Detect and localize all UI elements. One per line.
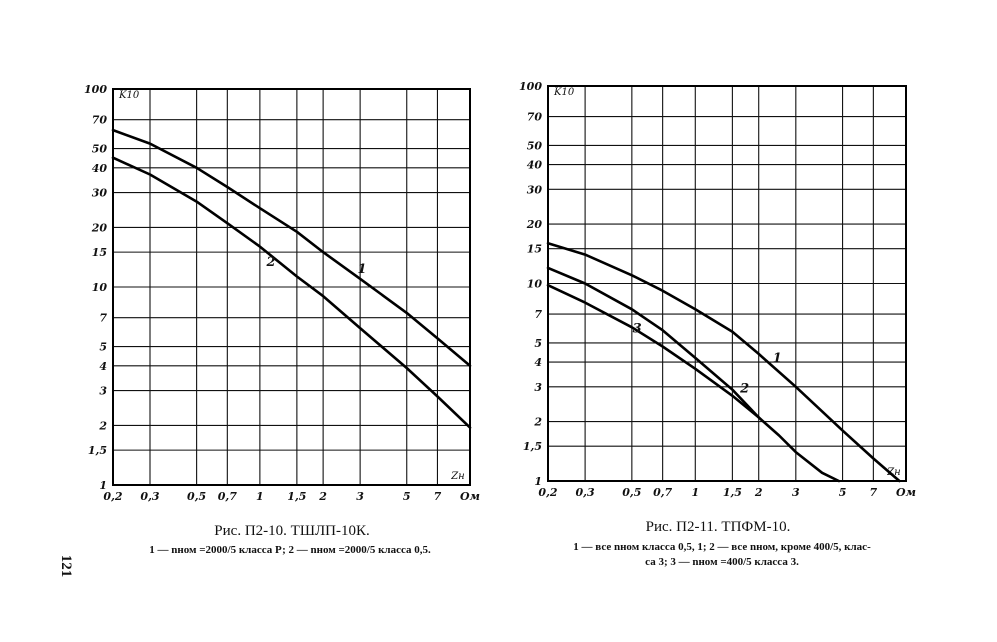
x-tick-label: 3 (356, 490, 364, 503)
y-tick-label: 4 (99, 360, 107, 373)
y-tick-label: 30 (92, 187, 108, 200)
figure-1-legend: 1 — nном =2000/5 класса Р; 2 — nном =200… (149, 544, 431, 556)
y-tick-label: 7 (534, 308, 542, 321)
plot-frame (547, 85, 907, 482)
y-tick-label: 30 (527, 183, 543, 196)
x-tick-label: Ом (460, 490, 480, 503)
series-label-1: 1 (773, 351, 782, 366)
y-tick-label: 100 (84, 83, 107, 96)
y-tick-label: 70 (92, 114, 108, 127)
y-tick-label: 2 (533, 416, 542, 429)
x-tick-label: 5 (839, 486, 847, 499)
figure-2-legend-line-1: 1 — все nном класса 0,5, 1; 2 — все nном… (573, 541, 871, 553)
y-tick-label: 20 (526, 218, 543, 231)
y-axis-label: K10 (553, 87, 575, 98)
series-line-2 (546, 266, 841, 483)
y-tick-label: 3 (534, 381, 542, 394)
figure-1-title: Рис. П2-10. ТШЛП-10К. (214, 523, 369, 539)
x-tick-label: 1,5 (287, 490, 306, 503)
x-tick-label: 0,3 (140, 490, 159, 503)
y-tick-label: 1 (99, 479, 107, 492)
y-tick-label: 15 (92, 246, 107, 259)
chart-tshlp-10k: 0,2 0,3 0,5 0,7 1 1,5 2 3 5 7 Ом 1 1,5 2 3 4 5 7 10 15 20 30 4… (84, 83, 480, 503)
x-tick-label: Ом (896, 486, 916, 499)
x-tick-label: 1 (256, 490, 264, 503)
series-label-2: 2 (739, 381, 749, 396)
y-tick-label: 10 (527, 278, 543, 291)
figure-2-title: Рис. П2-11. ТПФМ-10. (646, 519, 791, 535)
y-tick-label: 1,5 (88, 444, 107, 457)
x-tick-label: 0,7 (218, 490, 237, 503)
series-line-2 (111, 156, 472, 429)
y-tick-label: 10 (92, 281, 108, 294)
x-tick-label: 0,2 (538, 486, 557, 499)
x-tick-label: 0,5 (187, 490, 206, 503)
series-label-2: 2 (266, 255, 276, 270)
y-tick-label: 70 (527, 111, 543, 124)
x-tick-label: 0,5 (622, 486, 641, 499)
y-tick-label: 4 (534, 356, 542, 369)
y-axis-label: K10 (118, 90, 140, 101)
x-tick-label: 3 (792, 486, 800, 499)
chart-tpfm-10: 0,2 0,3 0,5 0,7 1 1,5 2 3 5 7 Ом 1 1,5 2 3 4 5 7 10 15 20 30 4… (519, 80, 916, 499)
series-line-1 (546, 241, 901, 483)
x-tick-label: 0,2 (103, 490, 122, 503)
y-tick-label: 40 (92, 162, 108, 175)
y-tick-label: 5 (534, 337, 542, 350)
x-tick-label: 0,7 (653, 486, 672, 499)
series-line-1 (111, 128, 472, 368)
plot-frame (112, 88, 471, 486)
y-tick-label: 100 (519, 80, 542, 93)
x-tick-label: 5 (403, 490, 411, 503)
y-tick-label: 20 (91, 221, 108, 234)
x-tick-label: 7 (434, 490, 442, 503)
x-tick-label: 2 (318, 490, 327, 503)
x-tick-label: 1,5 (723, 486, 742, 499)
y-tick-label: 50 (92, 143, 108, 156)
y-tick-label: 1 (534, 475, 542, 488)
x-tick-label: 7 (870, 486, 878, 499)
y-tick-label: 1,5 (523, 440, 542, 453)
y-tick-label: 2 (98, 419, 107, 432)
y-tick-label: 3 (99, 385, 107, 398)
series-label-1: 1 (357, 262, 366, 277)
x-tick-label: 2 (754, 486, 763, 499)
page-number: 121 (58, 555, 74, 578)
series-line-3 (546, 283, 760, 419)
x-axis-label: Zн (886, 467, 901, 478)
y-tick-label: 50 (527, 139, 543, 152)
x-axis-label: Zн (450, 471, 465, 482)
x-tick-label: 0,3 (576, 486, 595, 499)
figure-2-legend-line-2: са 3; 3 — nном =400/5 класса 3. (645, 556, 799, 568)
series-label-3: 3 (633, 322, 642, 337)
x-tick-label: 1 (691, 486, 699, 499)
y-tick-label: 15 (527, 243, 542, 256)
y-tick-label: 40 (527, 159, 543, 172)
y-tick-label: 5 (99, 341, 107, 354)
y-tick-label: 7 (99, 312, 107, 325)
